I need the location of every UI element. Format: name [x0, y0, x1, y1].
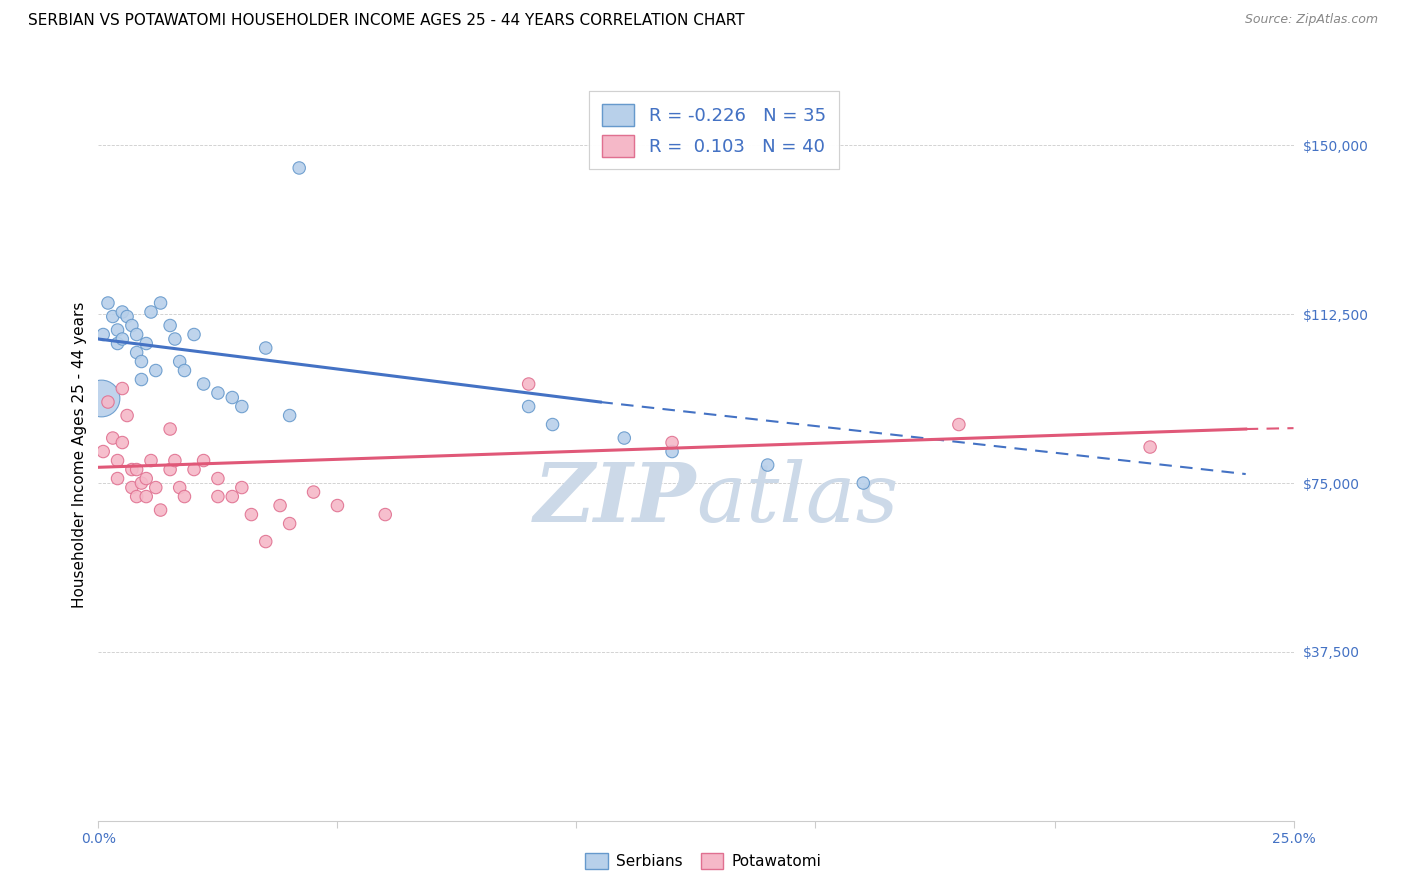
Point [240, 508, 263, 522]
Point [661, 435, 683, 450]
Point [169, 481, 191, 495]
Point [173, 490, 195, 504]
Point [948, 417, 970, 432]
Text: ZIP: ZIP [533, 458, 696, 539]
Point [115, 310, 138, 324]
Point [269, 499, 291, 513]
Point [231, 400, 253, 414]
Point [111, 382, 134, 396]
Point [125, 462, 148, 476]
Point [254, 534, 277, 549]
Point [125, 490, 148, 504]
Point [231, 481, 253, 495]
Point [121, 318, 143, 333]
Point [193, 453, 215, 467]
Point [1139, 440, 1161, 454]
Y-axis label: Householder Income Ages 25 - 44 years: Householder Income Ages 25 - 44 years [72, 301, 87, 608]
Point [111, 332, 134, 346]
Point [101, 431, 124, 445]
Legend: R = -0.226   N = 35, R =  0.103   N = 40: R = -0.226 N = 35, R = 0.103 N = 40 [589, 91, 838, 169]
Point [207, 386, 229, 401]
Point [149, 503, 172, 517]
Point [541, 417, 564, 432]
Point [163, 453, 186, 467]
Point [91, 327, 114, 342]
Point [115, 409, 138, 423]
Point [163, 332, 186, 346]
Point [183, 462, 205, 476]
Point [221, 391, 243, 405]
Point [149, 296, 172, 310]
Point [107, 336, 129, 351]
Point [135, 471, 157, 485]
Point [278, 516, 301, 531]
Point [756, 458, 779, 472]
Point [169, 354, 191, 368]
Point [661, 444, 683, 458]
Point [159, 318, 181, 333]
Point [90, 391, 112, 405]
Legend: Serbians, Potawatomi: Serbians, Potawatomi [579, 847, 827, 875]
Point [121, 462, 143, 476]
Point [121, 481, 143, 495]
Point [145, 481, 167, 495]
Point [302, 485, 325, 500]
Point [101, 310, 124, 324]
Text: SERBIAN VS POTAWATOMI HOUSEHOLDER INCOME AGES 25 - 44 YEARS CORRELATION CHART: SERBIAN VS POTAWATOMI HOUSEHOLDER INCOME… [28, 13, 745, 29]
Point [139, 453, 162, 467]
Point [145, 363, 167, 377]
Point [517, 400, 540, 414]
Point [107, 453, 129, 467]
Point [254, 341, 277, 355]
Text: Source: ZipAtlas.com: Source: ZipAtlas.com [1244, 13, 1378, 27]
Point [139, 305, 162, 319]
Point [111, 305, 134, 319]
Point [207, 471, 229, 485]
Point [125, 327, 148, 342]
Text: atlas: atlas [696, 458, 898, 539]
Point [613, 431, 636, 445]
Point [107, 471, 129, 485]
Point [221, 490, 243, 504]
Point [288, 161, 311, 175]
Point [374, 508, 396, 522]
Point [517, 377, 540, 392]
Point [852, 476, 875, 491]
Point [107, 323, 129, 337]
Point [125, 345, 148, 359]
Point [91, 444, 114, 458]
Point [183, 327, 205, 342]
Point [131, 372, 153, 386]
Point [135, 336, 157, 351]
Point [159, 462, 181, 476]
Point [131, 476, 153, 491]
Point [97, 395, 120, 409]
Point [173, 363, 195, 377]
Point [111, 435, 134, 450]
Point [159, 422, 181, 436]
Point [97, 296, 120, 310]
Point [135, 490, 157, 504]
Point [278, 409, 301, 423]
Point [131, 354, 153, 368]
Point [326, 499, 349, 513]
Point [207, 490, 229, 504]
Point [193, 377, 215, 392]
